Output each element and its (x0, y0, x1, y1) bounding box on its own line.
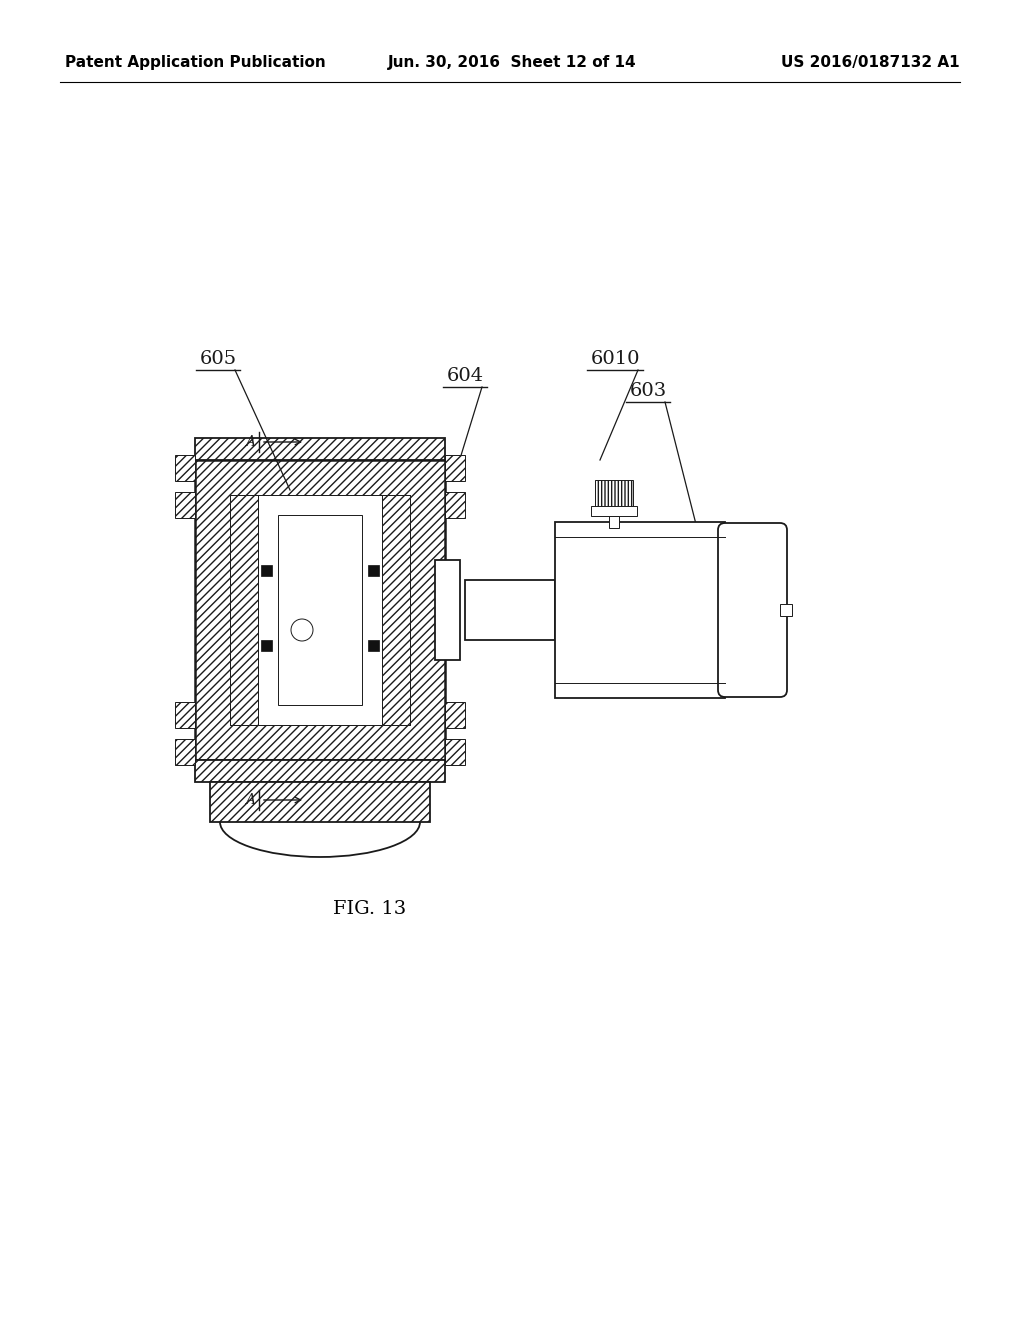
Bar (555, 521, 725, 698)
Bar (175, 492, 195, 517)
Bar (595, 480, 633, 508)
Bar (230, 495, 410, 725)
Text: Patent Application Publication: Patent Application Publication (65, 54, 326, 70)
Bar (445, 455, 465, 480)
Bar (195, 459, 445, 760)
Bar (261, 565, 272, 576)
Text: Jun. 30, 2016  Sheet 12 of 14: Jun. 30, 2016 Sheet 12 of 14 (388, 54, 636, 70)
Bar (368, 565, 379, 576)
Bar (175, 739, 195, 766)
Bar (591, 506, 637, 516)
Text: 605: 605 (200, 350, 237, 368)
Bar (368, 640, 379, 651)
Bar (445, 492, 465, 517)
Bar (258, 495, 382, 725)
Bar (780, 605, 792, 616)
Bar (445, 702, 465, 729)
Bar (210, 781, 430, 822)
Text: FIG. 13: FIG. 13 (334, 900, 407, 917)
Bar (175, 702, 195, 729)
Bar (195, 438, 445, 459)
Bar (195, 760, 445, 781)
Bar (261, 640, 272, 651)
FancyBboxPatch shape (718, 523, 787, 697)
Text: US 2016/0187132 A1: US 2016/0187132 A1 (781, 54, 961, 70)
Bar (609, 516, 618, 528)
Text: 603: 603 (630, 381, 667, 400)
Bar (175, 455, 195, 480)
Bar (382, 495, 410, 725)
Text: 604: 604 (446, 367, 483, 385)
Text: 6010: 6010 (590, 350, 640, 368)
Bar (465, 579, 555, 640)
Text: A: A (245, 436, 255, 449)
Bar (278, 515, 362, 705)
Text: A: A (245, 793, 255, 807)
Bar (435, 560, 460, 660)
Bar (230, 495, 258, 725)
Bar (445, 739, 465, 766)
